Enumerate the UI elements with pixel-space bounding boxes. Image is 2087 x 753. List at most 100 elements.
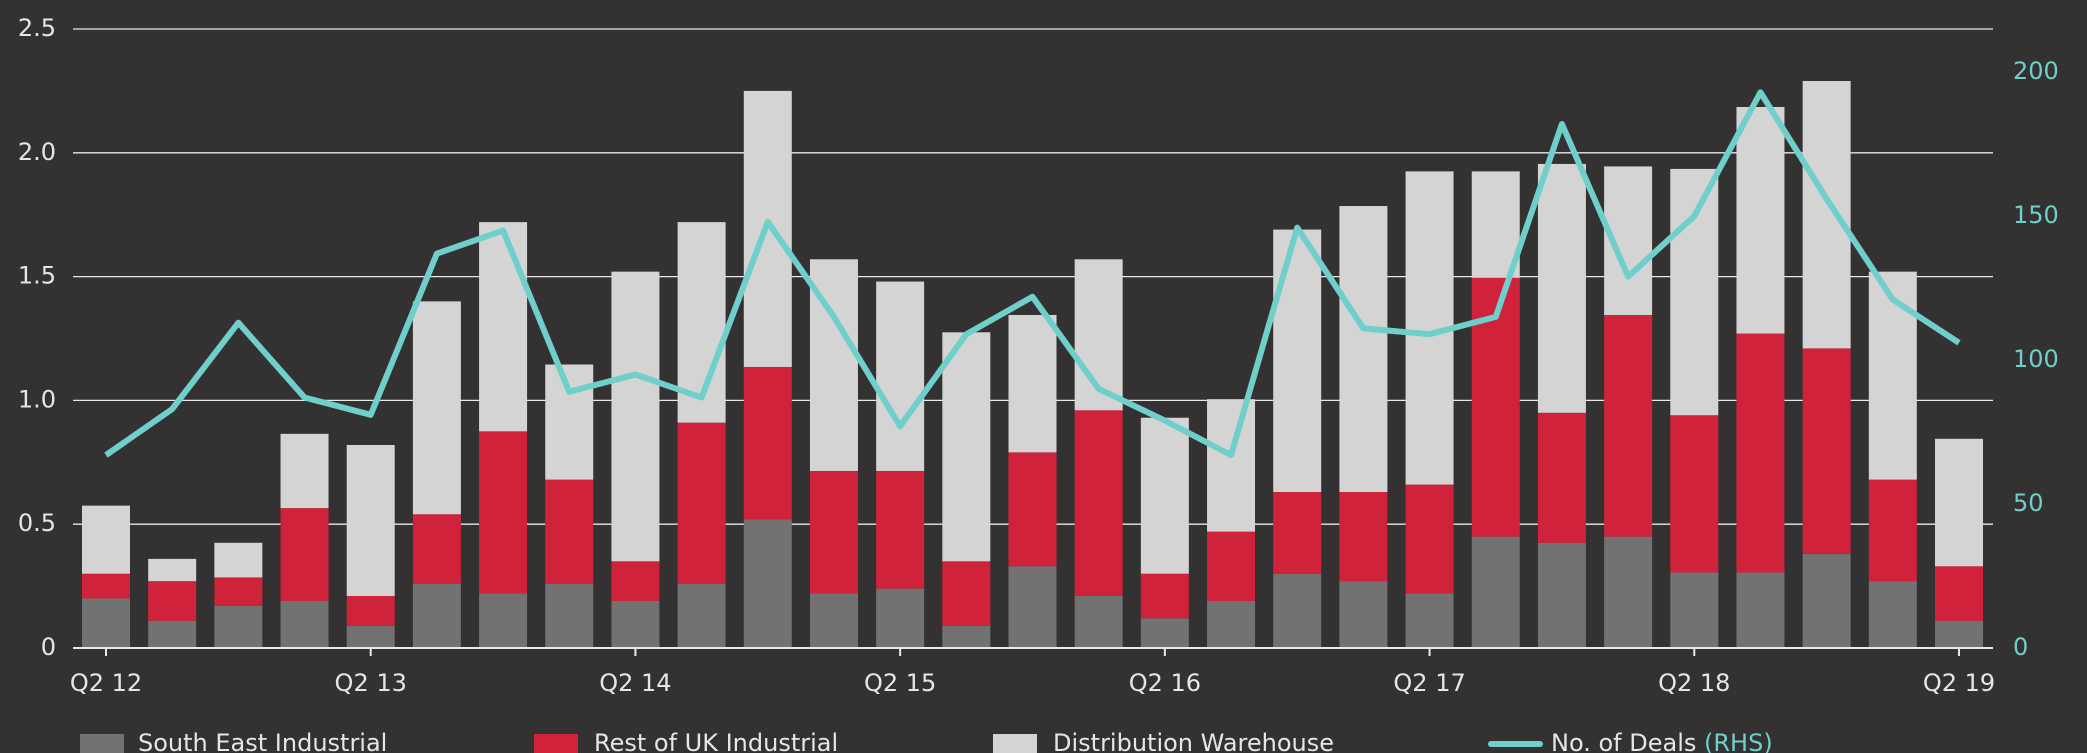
bar-segment (1670, 168, 1719, 416)
legend-name: No. of Deals (1551, 729, 1696, 753)
bar-segment (1604, 314, 1653, 537)
bar-segment (1008, 566, 1057, 648)
bar-segment (1802, 348, 1851, 554)
bar-segment (1935, 566, 1983, 621)
bar-segment (611, 600, 660, 648)
bar-segment (942, 561, 991, 626)
bar-segment (214, 542, 263, 578)
bar-segment (611, 271, 660, 562)
bar-segment (611, 561, 660, 601)
bar-segment (1008, 452, 1057, 567)
y2-tick-label: 150 (2013, 201, 2059, 229)
x-tick-label: Q2 14 (599, 669, 671, 697)
bar-segment (1537, 163, 1586, 413)
bar-segment (1736, 333, 1785, 573)
y-tick-label: 1.5 (18, 262, 56, 290)
bar-segment (1471, 536, 1520, 648)
bar-segment (214, 605, 263, 648)
bar-segment (148, 620, 197, 648)
bar-segment (1537, 412, 1586, 543)
bar-segment (545, 583, 594, 648)
deals-line (104, 89, 1961, 459)
bar-segment (1935, 438, 1983, 567)
bar-segment (412, 583, 461, 648)
bar-segment (876, 470, 925, 589)
legend-name: Distribution Warehouse (1053, 729, 1334, 753)
bar-segment (1207, 531, 1256, 601)
bar-segment (1604, 536, 1653, 648)
legend-label: Rest of UK Industrial (594, 729, 838, 753)
y2-tick-label: 0 (2013, 633, 2028, 661)
legend-label: No. of Deals (RHS) (1551, 729, 1773, 753)
bar-segment (1802, 553, 1851, 648)
bar-segment (1074, 410, 1123, 597)
x-tick-label: Q2 16 (1129, 669, 1201, 697)
legend-suffix: (RHS) (1704, 729, 1773, 753)
x-tick-label: Q2 13 (335, 669, 407, 697)
bar-segment (82, 573, 130, 599)
legend-swatch (80, 734, 124, 753)
bar-segment (1339, 492, 1388, 582)
bar-segment (1273, 492, 1322, 574)
bar-segment (545, 364, 594, 480)
x-tick-label: Q2 19 (1923, 669, 1995, 697)
bar-segment (82, 505, 130, 574)
bar-segment (1670, 572, 1719, 648)
legend-name: South East Industrial (138, 729, 387, 753)
bar-segment (479, 222, 528, 432)
bar-segment (280, 433, 329, 509)
bar-segment (743, 519, 792, 648)
bar-segment (1207, 600, 1256, 648)
bar-segment (148, 581, 197, 621)
x-tick-label: Q2 18 (1658, 669, 1730, 697)
bar-segment (1405, 593, 1454, 648)
bar-segment (1670, 415, 1719, 573)
bar-segment (1405, 484, 1454, 594)
legend-name: Rest of UK Industrial (594, 729, 838, 753)
bar-segment (1935, 620, 1983, 648)
bar-segment (1273, 229, 1322, 493)
bar-segment (942, 625, 991, 648)
bar-segment (809, 470, 858, 594)
y-tick-label: 0 (41, 633, 56, 661)
y2-tick-label: 200 (2013, 57, 2059, 85)
bar-segment (346, 625, 395, 648)
legend-label: Distribution Warehouse (1053, 729, 1334, 753)
bar-segment (942, 332, 991, 562)
bar-segment (1802, 80, 1851, 349)
legend-label: South East Industrial (138, 729, 387, 753)
bar-segment (1140, 573, 1189, 619)
bar-segment (677, 583, 726, 648)
bar-segment (479, 593, 528, 648)
bar-segment (412, 301, 461, 515)
bar-segment (1868, 581, 1917, 648)
bar-segment (1074, 596, 1123, 648)
bar-segment (1868, 271, 1917, 480)
x-tick-label: Q2 15 (864, 669, 936, 697)
bar-segment (82, 598, 130, 648)
bar-segment (1140, 618, 1189, 648)
bar-segment (280, 508, 329, 601)
legend-swatch (993, 734, 1037, 753)
bar-segment (214, 577, 263, 606)
bar-segment (1008, 314, 1057, 453)
bar-segment (1537, 542, 1586, 648)
y-tick-label: 2.5 (18, 14, 56, 42)
bar-segment (148, 558, 197, 582)
x-tick-label: Q2 12 (70, 669, 142, 697)
y-tick-label: 0.5 (18, 509, 56, 537)
bar-segment (1868, 479, 1917, 582)
y2-tick-label: 100 (2013, 345, 2059, 373)
bar-segment (876, 281, 925, 471)
bar-segment (1339, 581, 1388, 648)
bar-segment (545, 479, 594, 584)
bar-segment (1471, 171, 1520, 278)
legend-swatch (534, 734, 578, 753)
bar-segment (280, 600, 329, 648)
bar-segment (479, 431, 528, 594)
bar-segment (1273, 573, 1322, 648)
bar-segment (346, 596, 395, 626)
y-tick-label: 2.0 (18, 138, 56, 166)
